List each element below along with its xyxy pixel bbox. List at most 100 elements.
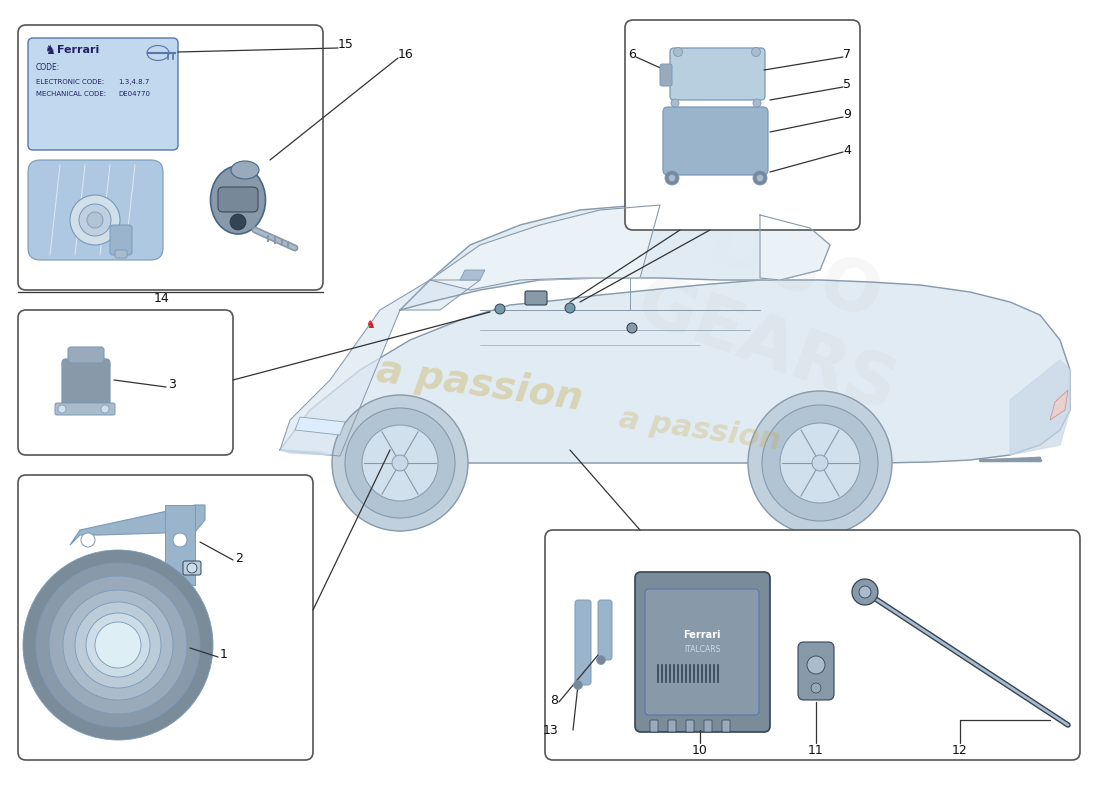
FancyBboxPatch shape	[598, 600, 612, 660]
Polygon shape	[1050, 390, 1068, 420]
Circle shape	[75, 602, 161, 688]
FancyBboxPatch shape	[18, 475, 314, 760]
Text: ITALCARS: ITALCARS	[684, 646, 721, 654]
FancyBboxPatch shape	[798, 642, 834, 700]
Text: 7: 7	[843, 49, 851, 62]
FancyBboxPatch shape	[670, 48, 764, 100]
Circle shape	[95, 622, 141, 668]
FancyBboxPatch shape	[668, 720, 676, 732]
Text: 4: 4	[843, 143, 851, 157]
Circle shape	[362, 425, 438, 501]
FancyBboxPatch shape	[218, 187, 258, 212]
Circle shape	[87, 212, 103, 228]
Text: 6: 6	[628, 49, 636, 62]
Circle shape	[780, 423, 860, 503]
Text: 2: 2	[235, 551, 243, 565]
FancyBboxPatch shape	[28, 160, 163, 260]
Circle shape	[392, 455, 408, 471]
FancyBboxPatch shape	[68, 347, 104, 363]
Text: ELECTRONIC CODE:: ELECTRONIC CODE:	[36, 79, 104, 85]
FancyBboxPatch shape	[544, 530, 1080, 760]
Text: MECHANICAL CODE:: MECHANICAL CODE:	[36, 91, 106, 97]
Ellipse shape	[147, 46, 169, 61]
FancyBboxPatch shape	[55, 403, 116, 415]
Polygon shape	[400, 205, 830, 310]
Polygon shape	[280, 450, 330, 455]
Circle shape	[673, 47, 682, 57]
Polygon shape	[460, 270, 485, 280]
Text: ♞: ♞	[44, 43, 55, 57]
Circle shape	[811, 683, 821, 693]
Circle shape	[101, 405, 109, 413]
Circle shape	[748, 391, 892, 535]
Circle shape	[754, 99, 761, 107]
Polygon shape	[295, 417, 345, 435]
Circle shape	[852, 579, 878, 605]
FancyBboxPatch shape	[686, 720, 694, 732]
Circle shape	[812, 455, 828, 471]
Polygon shape	[165, 505, 195, 585]
Text: 14: 14	[154, 291, 169, 305]
Circle shape	[81, 533, 95, 547]
Circle shape	[669, 174, 675, 182]
Circle shape	[751, 47, 760, 57]
Text: Ferrari: Ferrari	[57, 45, 99, 55]
Text: 5: 5	[843, 78, 851, 91]
Ellipse shape	[231, 161, 258, 179]
FancyBboxPatch shape	[18, 25, 323, 290]
Circle shape	[596, 655, 605, 665]
Circle shape	[86, 613, 150, 677]
FancyBboxPatch shape	[28, 38, 178, 150]
FancyBboxPatch shape	[635, 572, 770, 732]
Circle shape	[332, 395, 468, 531]
Text: 8: 8	[550, 694, 558, 706]
Text: 1.3,4.8.7: 1.3,4.8.7	[118, 79, 150, 85]
FancyBboxPatch shape	[575, 600, 591, 685]
FancyBboxPatch shape	[645, 589, 759, 715]
FancyBboxPatch shape	[722, 720, 730, 732]
FancyBboxPatch shape	[116, 250, 127, 258]
Circle shape	[345, 408, 455, 518]
Circle shape	[63, 590, 173, 700]
Circle shape	[230, 214, 246, 230]
Polygon shape	[70, 505, 205, 545]
FancyBboxPatch shape	[650, 720, 658, 732]
Text: a passion: a passion	[617, 404, 783, 456]
Text: 13: 13	[542, 723, 558, 737]
Text: 10: 10	[692, 743, 708, 757]
Text: 1: 1	[220, 649, 228, 662]
Circle shape	[807, 656, 825, 674]
Circle shape	[671, 99, 679, 107]
Polygon shape	[280, 280, 1070, 463]
FancyBboxPatch shape	[62, 359, 110, 407]
Circle shape	[573, 681, 583, 690]
Circle shape	[173, 533, 187, 547]
Text: a passion: a passion	[374, 352, 585, 418]
Circle shape	[666, 171, 679, 185]
Circle shape	[762, 405, 878, 521]
Text: 16: 16	[398, 49, 414, 62]
Circle shape	[187, 563, 197, 573]
Text: Ferrari: Ferrari	[683, 630, 720, 640]
Polygon shape	[430, 205, 660, 290]
Polygon shape	[280, 280, 480, 456]
FancyBboxPatch shape	[110, 225, 132, 255]
Text: DUO
GEARS: DUO GEARS	[627, 194, 934, 426]
Circle shape	[50, 576, 187, 714]
Text: DE04770: DE04770	[118, 91, 150, 97]
FancyBboxPatch shape	[18, 310, 233, 455]
Circle shape	[754, 171, 767, 185]
Text: 3: 3	[168, 378, 176, 391]
Circle shape	[58, 405, 66, 413]
Circle shape	[565, 303, 575, 313]
Text: ♞: ♞	[365, 320, 375, 330]
Text: CODE:: CODE:	[36, 63, 60, 73]
Text: 12: 12	[953, 743, 968, 757]
FancyBboxPatch shape	[183, 561, 201, 575]
FancyBboxPatch shape	[525, 291, 547, 305]
Circle shape	[757, 174, 763, 182]
Circle shape	[36, 563, 200, 727]
Circle shape	[859, 586, 871, 598]
FancyBboxPatch shape	[704, 720, 712, 732]
Text: 11: 11	[808, 743, 824, 757]
